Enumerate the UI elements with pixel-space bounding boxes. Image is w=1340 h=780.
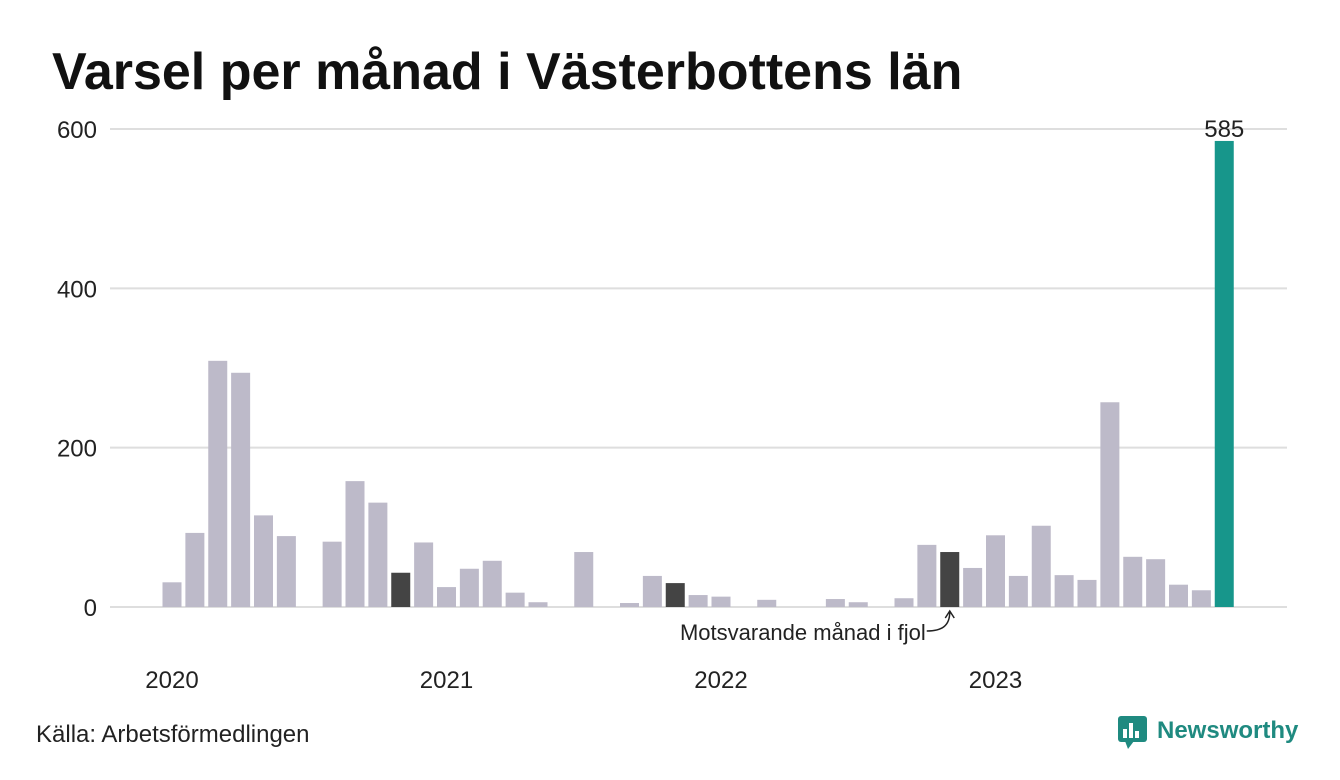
bar xyxy=(1054,575,1074,607)
x-tick-label: 2023 xyxy=(969,667,1022,694)
bar xyxy=(322,541,342,607)
bar xyxy=(917,544,937,607)
bar xyxy=(185,532,205,607)
bar xyxy=(528,602,548,607)
x-tick-label: 2022 xyxy=(694,667,747,694)
source-note: Källa: Arbetsförmedlingen xyxy=(36,721,310,748)
bar xyxy=(642,575,662,607)
x-axis: 2020 2021 2022 2023 xyxy=(145,667,1022,694)
x-tick-label: 2021 xyxy=(420,667,473,694)
bar xyxy=(963,567,983,607)
comparison-annotation: Motsvarande månad i fjol xyxy=(680,609,955,645)
bar xyxy=(459,568,479,607)
bar xyxy=(231,372,251,607)
bar xyxy=(1077,579,1097,607)
bar xyxy=(276,536,296,607)
bar xyxy=(162,582,182,607)
bar xyxy=(848,602,868,607)
bar xyxy=(414,542,434,607)
bar-current-month xyxy=(1214,140,1234,607)
annotation-arrow xyxy=(926,611,951,632)
current-value-label: 585 xyxy=(1204,116,1244,143)
logo-wordmark: Newsworthy xyxy=(1157,717,1299,744)
logo: Newsworthy xyxy=(1118,716,1299,749)
bar xyxy=(1191,590,1211,607)
bar xyxy=(1031,525,1051,607)
bar-comparison-month xyxy=(391,572,411,607)
bar xyxy=(711,596,731,607)
bar xyxy=(1169,584,1188,607)
y-tick-label: 600 xyxy=(57,117,97,144)
bar xyxy=(825,599,845,607)
bar xyxy=(757,599,777,607)
y-tick-label: 0 xyxy=(84,595,97,622)
bar-comparison-month xyxy=(940,552,960,607)
arrow-head-icon xyxy=(944,609,955,619)
annotation-label: Motsvarande månad i fjol xyxy=(680,620,926,645)
y-tick-label: 400 xyxy=(57,276,97,303)
bars xyxy=(162,140,1234,607)
newsworthy-logo-icon xyxy=(1118,716,1147,749)
bar xyxy=(1123,556,1143,607)
bar-comparison-month xyxy=(665,583,685,607)
x-tick-label: 2020 xyxy=(145,667,198,694)
bar xyxy=(986,535,1005,607)
bar xyxy=(482,560,502,607)
bar xyxy=(345,481,365,607)
bar xyxy=(894,598,914,607)
y-axis: 0 200 400 600 xyxy=(57,117,97,622)
bar xyxy=(574,552,594,607)
bar xyxy=(688,595,708,607)
bar xyxy=(620,603,639,607)
bar xyxy=(1146,559,1166,607)
bar xyxy=(437,587,456,607)
chart-title: Varsel per månad i Västerbottens län xyxy=(52,43,962,101)
bar xyxy=(505,592,525,607)
bar xyxy=(368,502,388,607)
bar xyxy=(1008,575,1028,607)
bar xyxy=(208,360,228,607)
bar xyxy=(254,515,273,607)
y-tick-label: 200 xyxy=(57,436,97,463)
bar xyxy=(1100,402,1120,607)
